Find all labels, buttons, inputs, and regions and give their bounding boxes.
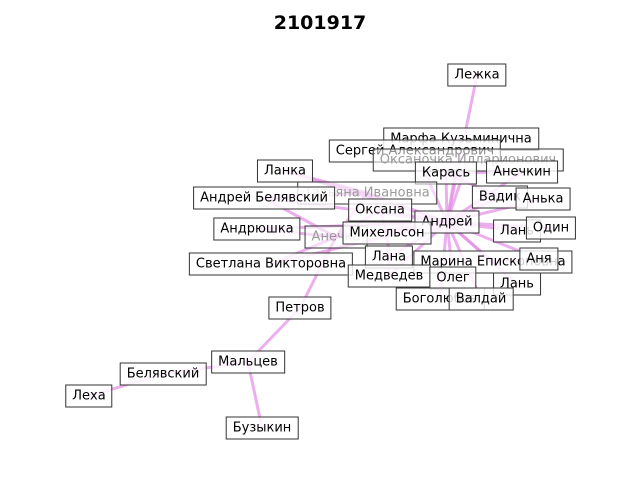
- node-oksana: Оксана: [348, 198, 412, 222]
- node-odin: Один: [525, 216, 577, 240]
- node-buzykin: Бузыкин: [225, 416, 299, 440]
- node-andryushka: Андрюшка: [213, 217, 301, 241]
- node-andrey_bel: Андрей Белявский: [193, 186, 335, 210]
- diagram-title: 2101917: [273, 12, 367, 34]
- node-belyavsky: Белявский: [119, 362, 207, 386]
- node-anka: Анька: [515, 187, 571, 211]
- node-anya: Аня: [519, 247, 559, 271]
- node-petrov: Петров: [268, 296, 332, 320]
- node-medvedev: Медведев: [347, 264, 431, 288]
- node-lezhka: Лежка: [447, 63, 507, 87]
- node-anechkin: Анечкин: [486, 160, 558, 184]
- node-mikhelson: Михельсон: [342, 221, 432, 245]
- node-lekha: Леха: [65, 384, 113, 408]
- node-oleg: Олег: [429, 266, 477, 290]
- node-valday: Валдай: [448, 287, 514, 311]
- node-karas: Карась: [414, 161, 478, 185]
- node-lanka: Ланка: [256, 159, 314, 183]
- node-maltsev: Мальцев: [211, 350, 285, 374]
- node-vadik: Вадик: [471, 185, 529, 209]
- node-svetlana: Светлана Викторовна: [188, 252, 354, 276]
